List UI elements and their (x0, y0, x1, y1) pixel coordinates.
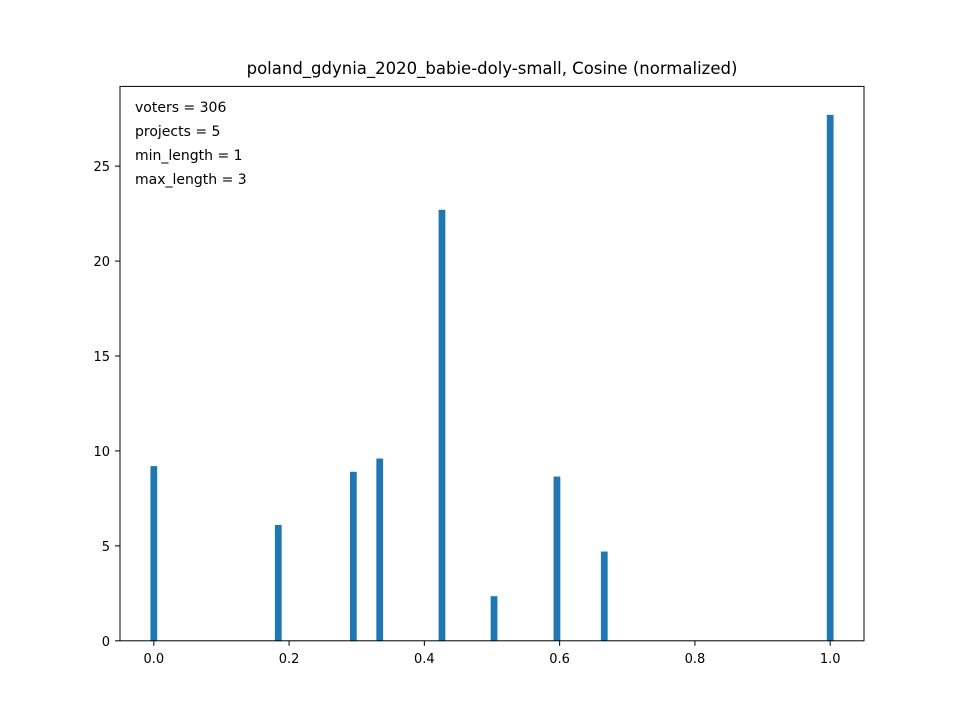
x-axis: 0.0 0.2 0.4 0.6 0.8 1.0 (143, 640, 841, 667)
y-tick-label: 10 (93, 445, 110, 460)
x-tick-label: 0.8 (685, 652, 706, 667)
x-tick-label: 0.2 (279, 652, 300, 667)
plot-frame (119, 85, 865, 642)
y-tick-label: 25 (93, 160, 110, 175)
y-tick-label: 5 (102, 540, 110, 555)
bar (376, 458, 384, 641)
x-tick-label: 1.0 (820, 652, 841, 667)
bars-group (150, 114, 834, 641)
bar (438, 209, 446, 641)
stats-annotation: voters = 306 projects = 5 min_length = 1… (135, 100, 247, 188)
annotation-min-length: min_length = 1 (135, 148, 243, 164)
bar (490, 596, 498, 641)
x-tick-label: 0.6 (549, 652, 570, 667)
x-tick-label: 0.4 (414, 652, 435, 667)
bar (600, 551, 608, 641)
bar (349, 471, 357, 641)
bar (553, 476, 561, 641)
chart-title: poland_gdynia_2020_babie-doly-small, Cos… (247, 59, 738, 79)
annotation-projects: projects = 5 (135, 124, 220, 140)
bar (274, 524, 282, 641)
bar (826, 114, 834, 641)
y-tick-label: 20 (93, 255, 110, 270)
y-tick-label: 0 (102, 635, 110, 650)
y-tick-label: 15 (93, 350, 110, 365)
x-tick-label: 0.0 (143, 652, 164, 667)
bar (150, 466, 158, 641)
annotation-max-length: max_length = 3 (135, 172, 247, 188)
y-axis: 0 5 10 15 20 25 (93, 160, 120, 650)
annotation-voters: voters = 306 (135, 100, 226, 116)
